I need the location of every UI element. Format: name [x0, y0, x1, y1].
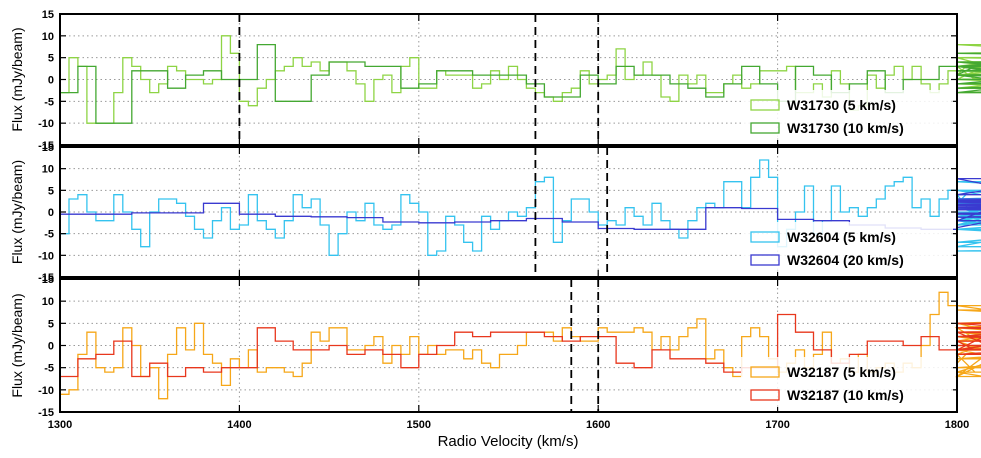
y-tick-label: -5 — [44, 363, 54, 375]
legend-label: W32187 (10 km/s) — [787, 387, 904, 403]
y-tick-label: 0 — [48, 341, 54, 353]
x-tick-label: 1600 — [586, 419, 610, 431]
y-tick-label: -5 — [44, 96, 54, 108]
legend-label: W31730 (5 km/s) — [787, 97, 896, 113]
y-tick-label: 0 — [48, 207, 54, 219]
y-axis-label: Flux (mJy/beam) — [9, 27, 25, 131]
y-tick-label: 10 — [42, 296, 54, 308]
y-axis-label: Flux (mJy/beam) — [9, 160, 25, 264]
x-tick-label: 1500 — [407, 419, 431, 431]
y-tick-label: -10 — [38, 385, 54, 397]
legend: W32187 (5 km/s) W32187 (10 km/s) — [741, 357, 953, 407]
x-axis-label: Radio Velocity (km/s) — [438, 433, 579, 450]
y-tick-label: -5 — [44, 229, 54, 241]
y-tick-label: 15 — [42, 274, 54, 286]
series-w32604-20-km-s- — [60, 179, 981, 230]
y-tick-label: 0 — [48, 75, 54, 87]
legend-label: W32604 (20 km/s) — [787, 252, 904, 268]
y-tick-label: 10 — [42, 164, 54, 176]
y-tick-label: 10 — [42, 31, 54, 43]
chart: -15 -10 -5 0 5 10 15 Flux (mJy/beam) W31730 (5 k… — [0, 0, 981, 458]
x-tick-label: 1800 — [945, 419, 969, 431]
y-tick-label: 5 — [48, 318, 54, 330]
panels: -15 -10 -5 0 5 10 15 Flux (mJy/beam) W31730 (5 k… — [9, 9, 981, 419]
y-axis-label: Flux (mJy/beam) — [9, 293, 25, 397]
y-tick-label: -15 — [38, 407, 54, 419]
panel-w32187: -15 -10 -5 0 5 10 15 Flux (mJy/beam) W32187 (5 k… — [9, 274, 981, 419]
legend: W31730 (5 km/s) W31730 (10 km/s) — [741, 90, 953, 140]
x-tick-label: 1700 — [765, 419, 789, 431]
x-tick-label: 1300 — [48, 419, 72, 431]
y-tick-label: 5 — [48, 53, 54, 65]
x-tick-label: 1400 — [227, 419, 251, 431]
legend-label: W32187 (5 km/s) — [787, 364, 896, 380]
y-tick-label: 15 — [42, 9, 54, 21]
y-tick-label: 15 — [42, 142, 54, 154]
legend: W32604 (5 km/s) W32604 (20 km/s) — [741, 222, 953, 272]
y-tick-label: -10 — [38, 118, 54, 130]
y-tick-label: 5 — [48, 185, 54, 197]
legend-label: W31730 (10 km/s) — [787, 120, 904, 136]
y-tick-label: -10 — [38, 250, 54, 262]
legend-label: W32604 (5 km/s) — [787, 229, 896, 245]
